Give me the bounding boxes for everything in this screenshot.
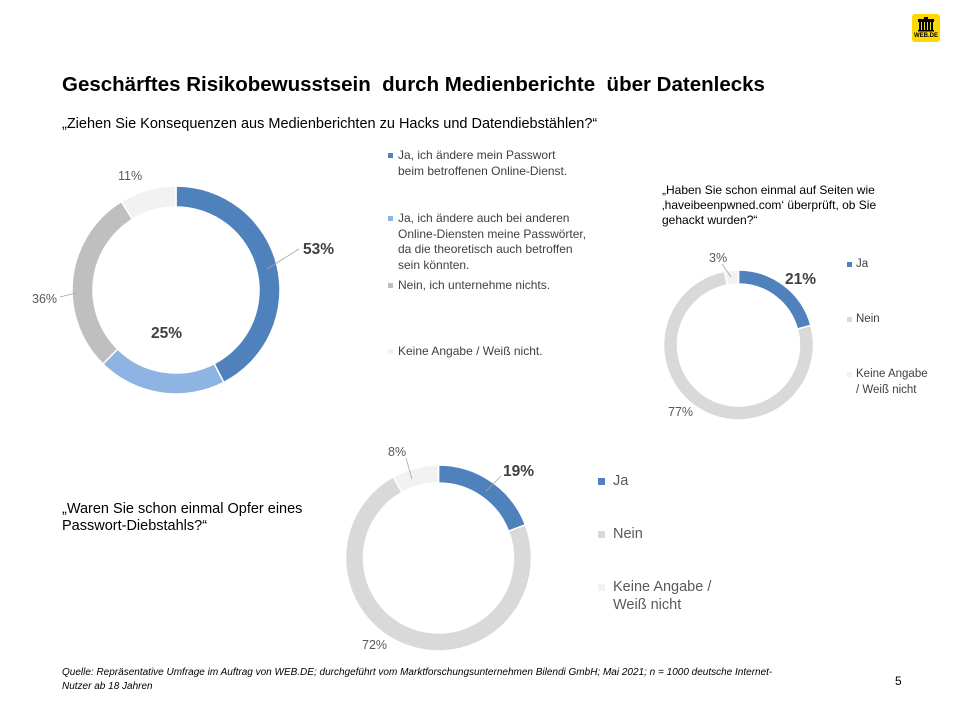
chart3-legend-item: Nein xyxy=(598,525,643,543)
legend-label: Ja xyxy=(613,473,629,489)
legend-swatch xyxy=(388,349,393,355)
legend-label: Keine Angabe / Weiß nicht xyxy=(613,579,712,613)
chart1-legend-item: Ja, ich ändere auch bei anderen Online-D… xyxy=(388,211,586,273)
chart3-legend-item: Keine Angabe / Weiß nicht xyxy=(598,578,711,614)
leader-line xyxy=(59,292,77,298)
chart3-data-label: 8% xyxy=(388,445,407,459)
chart2-question: „Haben Sie schon einmal auf Seiten wie ‚… xyxy=(662,182,877,227)
legend-swatch xyxy=(598,477,605,485)
chart1-segment-3 xyxy=(71,200,134,366)
chart1-legend-item: Nein, ich unternehme nichts. xyxy=(388,278,550,294)
legend-swatch xyxy=(388,216,393,222)
page-number: 5 xyxy=(895,674,902,688)
chart1-data-label: 36% xyxy=(32,292,58,306)
leader-line xyxy=(405,457,413,480)
chart1-legend-item: Keine Angabe / Weiß nicht. xyxy=(388,344,543,360)
chart2-segment-2 xyxy=(662,270,815,421)
legend-swatch xyxy=(598,530,605,538)
legend-swatch xyxy=(847,261,852,267)
legend-label: Nein xyxy=(856,313,880,325)
slide-title: Geschärftes Risikobewusstsein durch Medi… xyxy=(62,73,765,96)
legend-label: Nein xyxy=(613,526,643,542)
leader-line xyxy=(485,475,502,492)
chart2-legend-item: Nein xyxy=(847,311,880,327)
legend-label: Keine Angabe / Weiß nicht. xyxy=(398,344,543,358)
chart3-legend-item: Ja xyxy=(598,472,628,490)
chart3-segment-3 xyxy=(392,464,440,494)
legend-swatch xyxy=(847,316,852,322)
legend-label: Ja, ich ändere auch bei anderen Online-D… xyxy=(398,211,587,272)
chart1-data-label: 53% xyxy=(303,240,335,258)
legend-label: Ja xyxy=(856,258,869,270)
leader-lines xyxy=(59,248,732,492)
chart2-data-label: 77% xyxy=(668,405,694,419)
leader-line xyxy=(266,248,300,270)
logo-text: WEB.DE xyxy=(914,33,938,39)
donut-segments xyxy=(71,185,815,652)
legend-swatch xyxy=(598,583,605,591)
brandenburg-gate-icon xyxy=(918,17,934,32)
legend-label: Ja, ich ändere mein Passwort beim betrof… xyxy=(398,148,568,178)
webde-logo: WEB.DE xyxy=(912,14,940,42)
chart3-data-label: 19% xyxy=(503,462,535,480)
chart1-segment-4 xyxy=(120,185,177,221)
chart1-segment-2 xyxy=(101,347,225,395)
chart1-segment-1 xyxy=(175,185,281,384)
chart2-data-label: 21% xyxy=(785,270,817,288)
chart2-segment-3 xyxy=(723,269,740,286)
chart3-question: „Waren Sie schon einmal Opfer eines Pass… xyxy=(62,500,303,534)
legend-label: Nein, ich unternehme nichts. xyxy=(398,278,551,292)
source-note: Quelle: Repräsentative Umfrage im Auftra… xyxy=(62,667,773,692)
leader-line xyxy=(721,263,732,278)
chart2-legend-item: Ja xyxy=(847,256,868,272)
chart1-legend-item: Ja, ich ändere mein Passwort beim betrof… xyxy=(388,148,567,179)
chart1-data-label: 25% xyxy=(151,324,183,342)
chart2-data-label: 3% xyxy=(709,251,728,265)
legend-swatch xyxy=(847,371,852,377)
chart3-data-label: 72% xyxy=(362,638,388,652)
legend-swatch xyxy=(388,283,393,289)
chart2-legend-item: Keine Angabe / Weiß nicht xyxy=(847,366,928,398)
chart1-question: „Ziehen Sie Konsequenzen aus Medienberic… xyxy=(62,115,598,132)
legend-swatch xyxy=(388,153,393,159)
chart1-data-label: 11% xyxy=(118,169,143,183)
legend-label: Keine Angabe / Weiß nicht xyxy=(856,368,928,396)
chart3-segment-2 xyxy=(344,475,533,652)
